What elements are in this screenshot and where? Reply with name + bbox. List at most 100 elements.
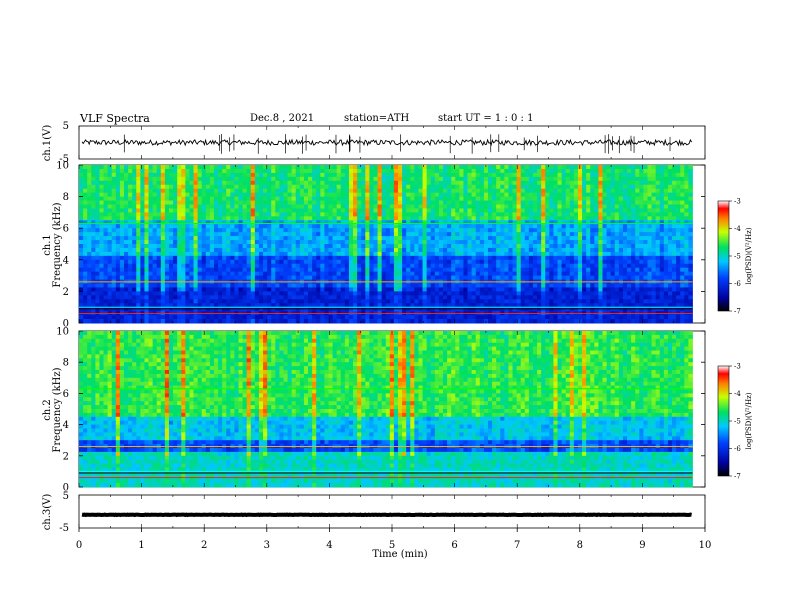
- spectrogram-cell: [394, 260, 398, 264]
- spectrogram-cell: [99, 260, 103, 264]
- spectrogram-cell: [239, 224, 243, 228]
- spectrogram-cell: [406, 189, 410, 193]
- spectrogram-cell: [423, 256, 427, 260]
- spectrogram-cell: [529, 220, 533, 224]
- spectrogram-cell: [198, 177, 202, 181]
- spectrogram-cell: [394, 244, 398, 248]
- spectrogram-cell: [91, 220, 95, 224]
- spectrogram-cell: [488, 228, 492, 232]
- spectrogram-cell: [255, 177, 259, 181]
- spectrogram-cell: [680, 169, 684, 173]
- spectrogram-cell: [210, 205, 214, 209]
- spectrogram-cell: [459, 201, 463, 205]
- spectrogram-cell: [365, 224, 369, 228]
- spectrogram-cell: [553, 185, 557, 189]
- spectrogram-cell: [120, 232, 124, 236]
- spectrogram-cell: [271, 177, 275, 181]
- spectrogram-cell: [607, 224, 611, 228]
- spectrogram-cell: [382, 212, 386, 216]
- spectrogram-cell: [83, 169, 87, 173]
- spectrogram-cell: [308, 232, 312, 236]
- spectrogram-cell: [586, 205, 590, 209]
- spectrogram-cell: [83, 284, 87, 288]
- spectrogram-cell: [668, 256, 672, 260]
- spectrogram-cell: [296, 260, 300, 264]
- spectrogram-cell: [320, 260, 324, 264]
- spectrogram-cell: [664, 212, 668, 216]
- spectrogram-cell: [390, 216, 394, 220]
- spectrogram-cell: [394, 185, 398, 189]
- spectrogram-cell: [545, 236, 549, 240]
- spectrogram-cell: [484, 264, 488, 268]
- spectrogram-cell: [647, 224, 651, 228]
- spectrogram-cell: [594, 287, 598, 291]
- spectrogram-cell: [382, 232, 386, 236]
- spectrogram-cell: [504, 276, 508, 280]
- spectrogram-cell: [373, 240, 377, 244]
- spectrogram-cell: [684, 216, 688, 220]
- spectrogram-cell: [410, 248, 414, 252]
- spectrogram-cell: [435, 189, 439, 193]
- spectrogram-cell: [288, 287, 292, 291]
- spectrogram-cell: [410, 169, 414, 173]
- spectrogram-cell: [267, 177, 271, 181]
- spectrogram-cell: [414, 201, 418, 205]
- spectrogram-cell: [688, 181, 692, 185]
- spectrogram-cell: [132, 177, 136, 181]
- spectrogram-cell: [247, 284, 251, 288]
- spectrogram-cell: [643, 197, 647, 201]
- spectrogram-cell: [623, 165, 627, 169]
- spectrogram-cell: [476, 284, 480, 288]
- spectrogram-cell: [418, 224, 422, 228]
- spectrogram-cell: [598, 181, 602, 185]
- spectrogram-cell: [177, 212, 181, 216]
- spectrogram-cell: [341, 177, 345, 181]
- spectrogram-cell: [300, 220, 304, 224]
- spectrogram-cell: [611, 177, 615, 181]
- spectrogram-cell: [79, 185, 83, 189]
- spectrogram-cell: [513, 220, 517, 224]
- spectrogram-cell: [533, 228, 537, 232]
- spectrogram-cell: [623, 205, 627, 209]
- spectrogram-cell: [639, 232, 643, 236]
- spectrogram-cell: [300, 205, 304, 209]
- spectrogram-cell: [120, 177, 124, 181]
- spectrogram-cell: [504, 189, 508, 193]
- spectrogram-cell: [472, 232, 476, 236]
- spectrogram-cell: [390, 248, 394, 252]
- spectrogram-cell: [247, 268, 251, 272]
- spectrogram-cell: [615, 252, 619, 256]
- spectrogram-cell: [386, 240, 390, 244]
- spectrogram-cell: [132, 252, 136, 256]
- spectrogram-cell: [631, 252, 635, 256]
- spectrogram-cell: [333, 189, 337, 193]
- spectrogram-cell: [198, 201, 202, 205]
- spectrogram-cell: [341, 173, 345, 177]
- spectrogram-cell: [558, 197, 562, 201]
- spectrogram-cell: [341, 268, 345, 272]
- spectrogram-cell: [451, 205, 455, 209]
- spectrogram-cell: [472, 185, 476, 189]
- spectrogram-cell: [206, 232, 210, 236]
- spectrogram-cell: [496, 248, 500, 252]
- spectrogram-cell: [500, 169, 504, 173]
- spectrogram-cell: [316, 169, 320, 173]
- spectrogram-cell: [230, 208, 234, 212]
- spectrogram-cell: [324, 284, 328, 288]
- spectrogram-cell: [300, 256, 304, 260]
- spectrogram-cell: [218, 193, 222, 197]
- spectrogram-cell: [431, 173, 435, 177]
- spectrogram-cell: [639, 252, 643, 256]
- spectrogram-cell: [218, 201, 222, 205]
- spectrogram-cell: [529, 272, 533, 276]
- spectrogram-cell: [480, 260, 484, 264]
- spectrogram-cell: [202, 189, 206, 193]
- spectrogram-cell: [87, 284, 91, 288]
- spectrogram-cell: [558, 276, 562, 280]
- spectrogram-cell: [451, 177, 455, 181]
- spectrogram-cell: [488, 173, 492, 177]
- spectrogram-cell: [153, 228, 157, 232]
- spectrogram-cell: [423, 216, 427, 220]
- spectrogram-cell: [243, 185, 247, 189]
- spectrogram-cell: [594, 169, 598, 173]
